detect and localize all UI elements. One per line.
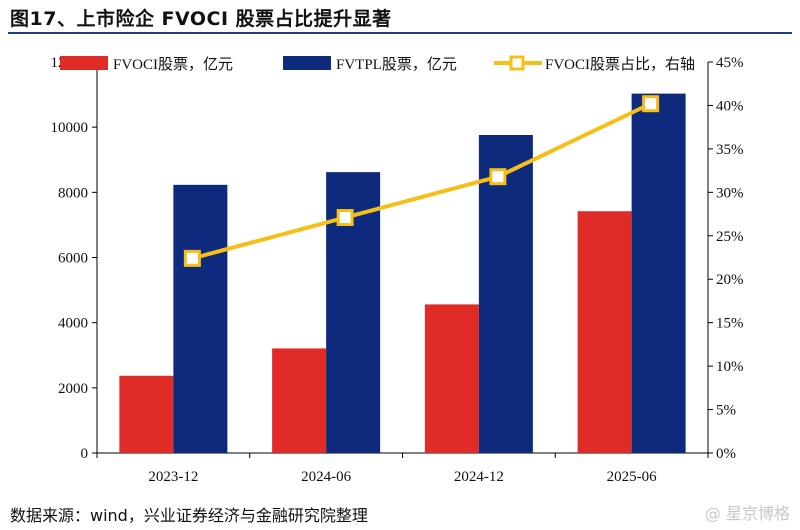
x-tick-label: 2025-06 — [607, 469, 657, 485]
left-tick-label: 10000 — [51, 120, 89, 136]
legend-swatch-fvoci — [60, 56, 108, 70]
ratio-line — [183, 95, 660, 267]
fvtpl-bar — [173, 184, 228, 453]
x-tick-label: 2024-12 — [454, 469, 504, 485]
right-tick-label: 15% — [716, 316, 744, 332]
source-note: 数据来源：wind，兴业证券经济与金融研究院整理 — [10, 506, 368, 525]
legend: FVOCI股票，亿元 FVTPL股票，亿元 FVOCI股票占比，右轴 — [60, 55, 695, 73]
legend-label-ratio: FVOCI股票占比，右轴 — [545, 56, 695, 73]
fvtpl-bar — [631, 93, 686, 453]
watermark: @ 星京博格 — [704, 504, 790, 523]
ratio-point — [489, 168, 507, 186]
right-tick-label: 35% — [716, 142, 744, 158]
bars — [119, 93, 686, 454]
left-tick-label: 0 — [81, 446, 89, 462]
left-tick-label: 2000 — [58, 381, 88, 397]
right-tick-label: 30% — [716, 185, 744, 201]
axes: 0200040006000800010000120000%5%10%15%20%… — [51, 55, 744, 485]
ratio-line-path — [191, 101, 652, 261]
fvoci-bar — [424, 304, 479, 453]
right-tick-label: 0% — [716, 446, 736, 462]
left-tick-label: 4000 — [58, 316, 88, 332]
legend-label-fvtpl: FVTPL股票，亿元 — [336, 56, 457, 73]
legend-marker-ratio — [509, 55, 525, 71]
title-rule — [8, 32, 792, 34]
right-tick-label: 10% — [716, 359, 744, 375]
legend-label-fvoci: FVOCI股票，亿元 — [113, 56, 233, 73]
ratio-point — [336, 209, 354, 227]
x-tick-label: 2024-06 — [301, 469, 351, 485]
left-tick-label: 8000 — [58, 185, 88, 201]
right-tick-label: 20% — [716, 272, 744, 288]
right-tick-label: 5% — [716, 403, 736, 419]
fvoci-bar — [272, 348, 327, 453]
x-tick-label: 2023-12 — [148, 469, 198, 485]
fvoci-bar — [119, 375, 174, 453]
chart: 0200040006000800010000120000%5%10%15%20%… — [51, 55, 744, 485]
fvoci-bar — [577, 211, 632, 453]
fvtpl-bar — [478, 134, 533, 453]
right-tick-label: 45% — [716, 55, 744, 71]
legend-swatch-fvtpl — [283, 56, 331, 70]
right-tick-label: 40% — [716, 98, 744, 114]
ratio-point — [183, 249, 201, 267]
right-tick-label: 25% — [716, 229, 744, 245]
figure-title: 图17、上市险企 FVOCI 股票占比提升显著 — [10, 8, 392, 30]
ratio-point — [642, 95, 660, 113]
left-tick-label: 6000 — [58, 251, 88, 267]
